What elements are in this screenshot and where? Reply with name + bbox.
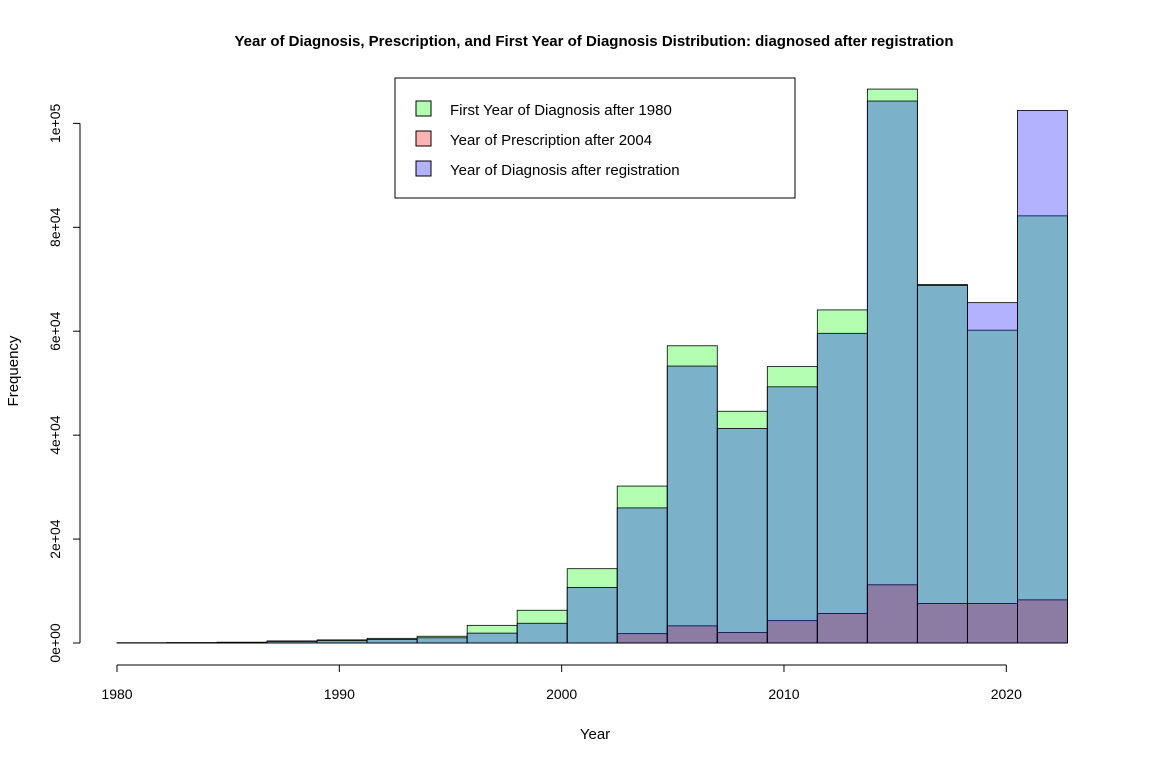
x-axis-label: Year <box>580 726 610 743</box>
bar-series3-bin12 <box>666 365 718 644</box>
legend-swatch-2 <box>415 130 432 147</box>
y-tick-label-5: 1e+05 <box>47 104 63 144</box>
legend: First Year of Diagnosis after 1980 Year o… <box>394 77 796 199</box>
bar-series3-bin14 <box>766 386 818 644</box>
legend-swatch-1 <box>415 100 432 117</box>
bar-series3-bin9 <box>516 622 568 644</box>
bar-series1-bin14 <box>766 366 818 644</box>
legend-label-1: First Year of Diagnosis after 1980 <box>450 102 672 119</box>
x-tick-label-4: 2020 <box>991 686 1022 702</box>
legend-swatch-3 <box>415 160 432 177</box>
bar-series3-bin16 <box>866 100 918 644</box>
legend-box <box>394 77 796 199</box>
bar-series3-bin18 <box>966 302 1018 644</box>
y-tick-label-1: 2e+04 <box>47 519 63 559</box>
bar-series3-bin4 <box>266 641 318 644</box>
y-tick-label-2: 4e+04 <box>47 415 63 455</box>
bar-series1-bin18 <box>966 329 1018 644</box>
bar-series3-bin15 <box>816 332 868 644</box>
bar-series2-bin19 <box>1017 599 1068 644</box>
series-3 <box>116 100 1068 644</box>
x-tick-label-2: 2000 <box>546 686 577 702</box>
bar-series3-bin7 <box>416 637 468 644</box>
bars-layer <box>116 88 1068 644</box>
bar-series3-bin19 <box>1017 109 1068 644</box>
bar-series1-bin12 <box>666 345 718 644</box>
y-axis-label: Frequency <box>5 335 22 406</box>
bar-series3-bin10 <box>566 587 618 644</box>
bar-series1-bin19 <box>1017 215 1068 644</box>
chart-title: Year of Diagnosis, Prescription, and Fir… <box>234 33 953 50</box>
x-tick-label-0: 1980 <box>101 686 132 702</box>
bar-series3-bin3 <box>216 641 268 644</box>
bar-series1-bin16 <box>866 88 918 644</box>
y-axis: 0e+00 2e+04 4e+04 6e+04 8e+04 1e+05 <box>47 104 81 663</box>
bar-series1-bin11 <box>616 485 668 644</box>
series-1 <box>116 88 1068 644</box>
bar-series3-bin5 <box>316 640 368 644</box>
bar-series3-bin13 <box>716 427 768 644</box>
bar-series1-bin17 <box>916 284 968 644</box>
y-tick-label-4: 8e+04 <box>47 207 63 247</box>
bar-series1-bin10 <box>566 568 618 644</box>
bar-series3-bin17 <box>916 285 968 644</box>
bar-series3-bin11 <box>616 507 668 644</box>
y-tick-label-3: 6e+04 <box>47 311 63 351</box>
bar-series2-bin16 <box>866 584 918 644</box>
legend-label-2: Year of Prescription after 2004 <box>450 132 652 149</box>
bar-series3-bin8 <box>466 632 518 644</box>
legend-label-3: Year of Diagnosis after registration <box>450 162 680 179</box>
y-tick-label-0: 0e+00 <box>47 623 63 663</box>
bar-series1-bin13 <box>716 410 768 644</box>
bar-series2-bin15 <box>816 612 868 644</box>
x-tick-label-1: 1990 <box>324 686 355 702</box>
bar-series2-bin18 <box>966 603 1018 644</box>
x-axis: 1980 1990 2000 2010 2020 <box>101 664 1022 702</box>
x-tick-label-3: 2010 <box>768 686 799 702</box>
bar-series3-bin6 <box>366 638 418 644</box>
